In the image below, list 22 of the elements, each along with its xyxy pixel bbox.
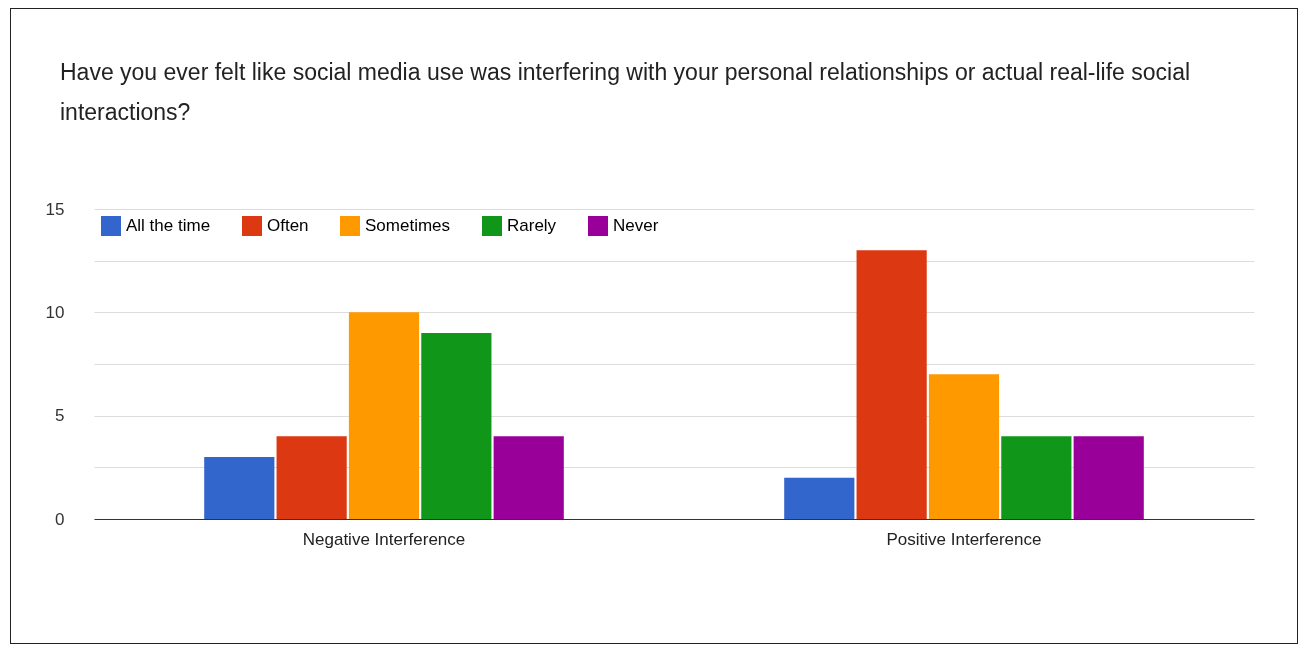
legend-label: All the time bbox=[126, 216, 211, 235]
bar bbox=[276, 436, 347, 519]
legend-label: Sometimes bbox=[365, 216, 451, 235]
bar bbox=[204, 457, 275, 519]
bar bbox=[421, 333, 492, 519]
y-tick-label: 10 bbox=[45, 302, 65, 322]
y-tick-label: 0 bbox=[55, 509, 65, 529]
x-tick-label: Positive Interference bbox=[886, 529, 1042, 549]
legend-label: Never bbox=[613, 216, 659, 235]
bar bbox=[1073, 436, 1144, 519]
chart-title: Have you ever felt like social media use was interfering with your personal relationships or actual real-life social interactions? bbox=[60, 58, 1192, 127]
bar bbox=[1001, 436, 1072, 519]
bar bbox=[493, 436, 564, 519]
bar bbox=[784, 477, 855, 519]
legend-label: Often bbox=[267, 216, 309, 235]
x-tick-label: Negative Interference bbox=[302, 529, 466, 549]
y-tick-label: 5 bbox=[55, 406, 65, 426]
legend-label: Rarely bbox=[507, 216, 557, 235]
bar bbox=[348, 312, 420, 519]
bar bbox=[928, 374, 1000, 519]
bar bbox=[856, 250, 927, 519]
y-tick-label: 15 bbox=[45, 199, 65, 219]
